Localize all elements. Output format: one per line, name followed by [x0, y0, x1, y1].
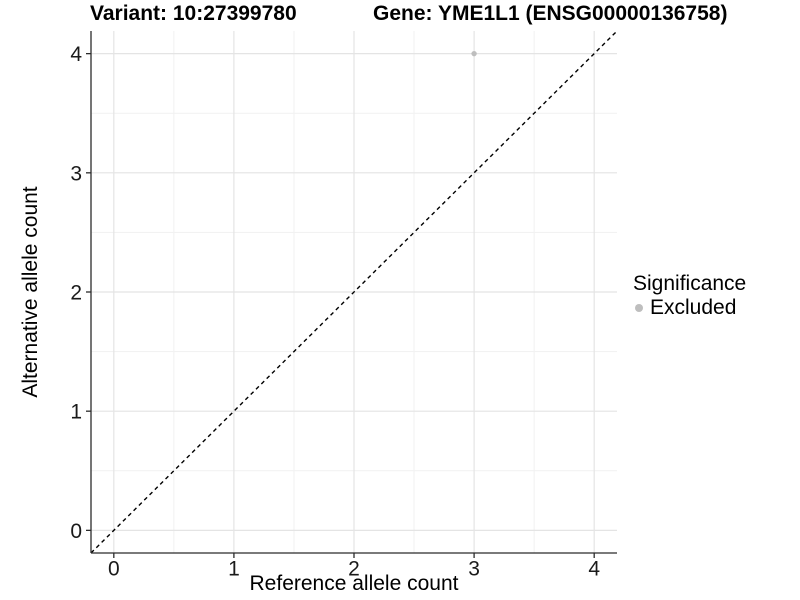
y-tick-label: 3 — [70, 162, 82, 185]
legend-item-excluded: Excluded — [633, 296, 746, 319]
legend: Significance Excluded — [633, 272, 746, 319]
excluded-point-icon — [635, 303, 643, 312]
legend-item-label: Excluded — [650, 296, 737, 319]
y-tick-label: 1 — [70, 401, 82, 424]
x-tick-label: 3 — [468, 557, 480, 580]
y-tick-label: 4 — [70, 43, 82, 66]
y-tick-label: 2 — [70, 282, 82, 305]
y-tick-label: 0 — [70, 520, 82, 543]
x-axis-title: Reference allele count — [249, 572, 459, 595]
y-axis-title: Alternative allele count — [19, 186, 42, 398]
variant-title: Variant: 10:27399780 — [90, 2, 297, 25]
x-tick-label: 4 — [588, 557, 600, 580]
x-tick-label: 0 — [108, 557, 120, 580]
data-point — [471, 50, 477, 57]
identity-reference-line — [90, 30, 618, 554]
x-tick-label: 1 — [228, 557, 240, 580]
legend-title: Significance — [633, 272, 747, 295]
x-tick-label: 2 — [348, 557, 360, 580]
gene-title: Gene: YME1L1 (ENSG00000136758) — [373, 2, 728, 25]
